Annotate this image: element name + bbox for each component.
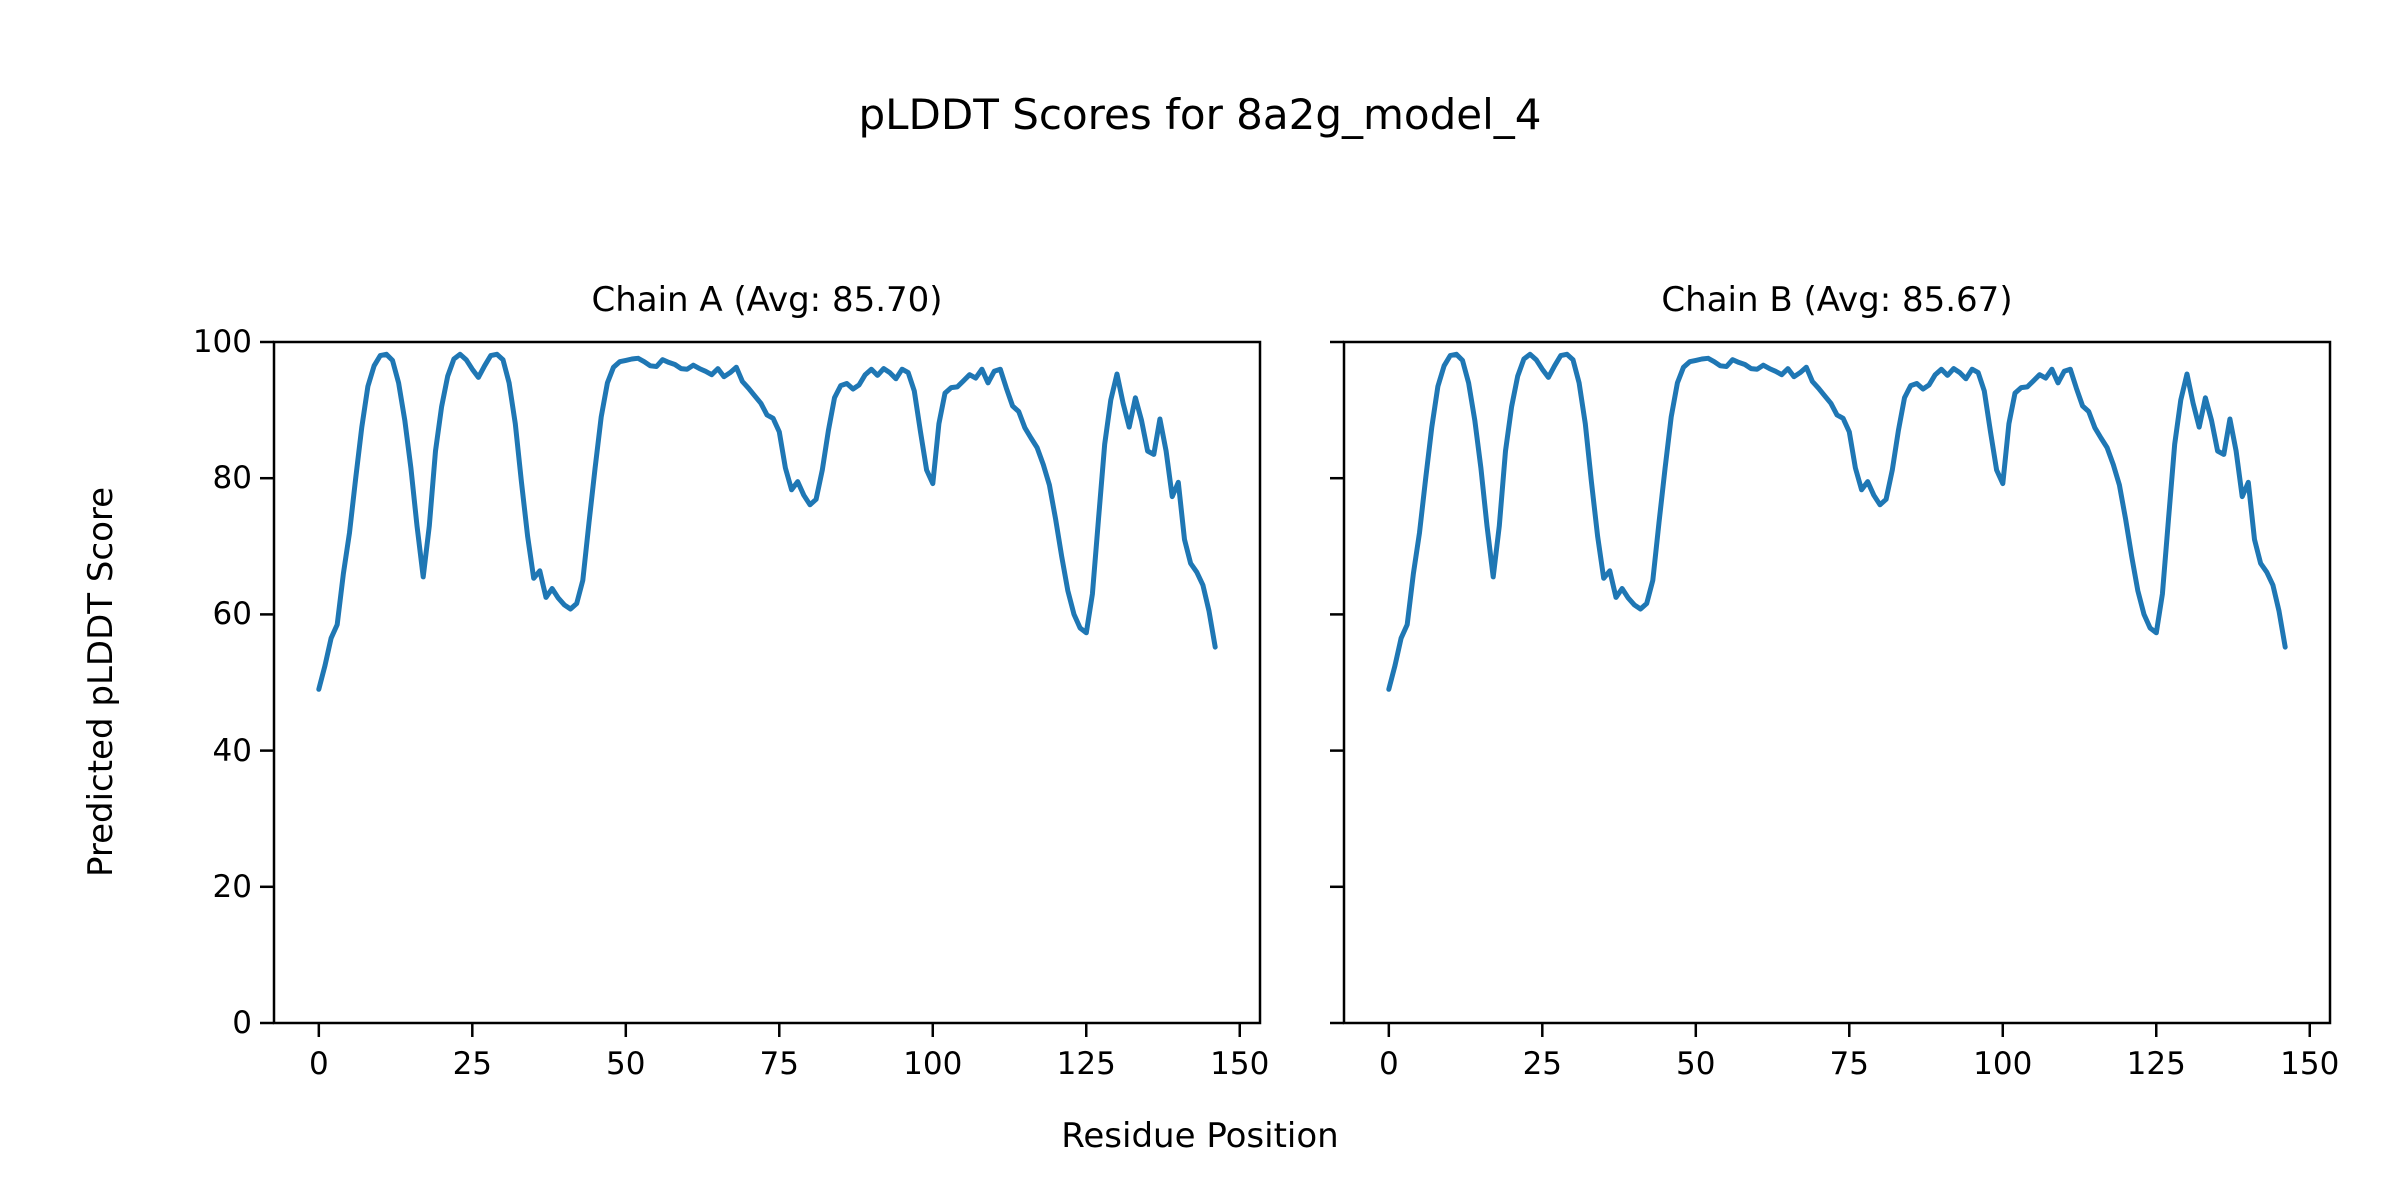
y-tick-label: 20 [212,868,252,905]
plddt-line-chain-b [1386,351,2288,692]
x-tick-label: 125 [2126,1046,2186,1082]
x-tick-label: 100 [903,1046,963,1082]
subplot-title-chain-a: Chain A (Avg: 85.70) [591,280,943,320]
x-tick-label: 75 [1829,1046,1869,1082]
x-tick-label: 100 [1973,1046,2033,1082]
x-tick-label: 150 [2280,1046,2340,1082]
x-tick-label: 0 [1378,1046,1399,1082]
y-tick-label: 40 [212,732,252,769]
plot-frames [272,340,2332,1025]
y-tick-label: 0 [232,1005,252,1041]
y-tick-label: 60 [212,596,252,633]
figure-title: pLDDT Scores for 8a2g_model_4 [858,90,1542,139]
x-tick-label: 50 [606,1046,646,1082]
x-tick-label: 125 [1056,1046,1116,1082]
y-tick-label: 100 [192,324,252,360]
axis-ticks [260,340,2311,1037]
x-tick-label: 25 [452,1046,493,1082]
x-tick-label: 150 [1210,1046,1270,1082]
subplot-title-chain-b: Chain B (Avg: 85.67) [1661,280,2013,320]
x-tick-label: 75 [759,1046,799,1082]
y-tick-label: 80 [212,460,252,497]
plot-frame-chain-b [1342,340,2332,1025]
x-tick-label: 0 [308,1046,329,1082]
plot-frame-chain-a [272,340,1262,1025]
x-tick-label: 50 [1676,1046,1716,1082]
plddt-line-chain-a [316,351,1218,692]
x-axis-label: Residue Position [1061,1116,1339,1156]
plddt-lines [316,351,2288,692]
x-tick-label: 25 [1522,1046,1563,1082]
